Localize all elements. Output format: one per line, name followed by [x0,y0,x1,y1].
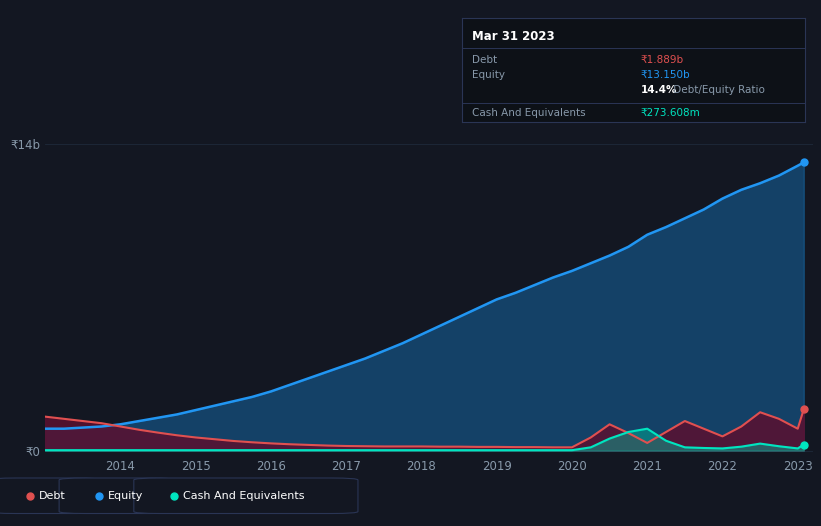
Text: Cash And Equivalents: Cash And Equivalents [472,108,586,118]
Text: 14.4%: 14.4% [640,85,677,95]
Text: Debt/Equity Ratio: Debt/Equity Ratio [669,85,764,95]
Text: Mar 31 2023: Mar 31 2023 [472,31,555,44]
Text: ₹13.150b: ₹13.150b [640,70,690,80]
Text: Debt: Debt [472,55,498,65]
FancyBboxPatch shape [59,478,177,513]
Text: ₹1.889b: ₹1.889b [640,55,684,65]
FancyBboxPatch shape [134,478,358,513]
FancyBboxPatch shape [0,478,102,513]
Text: Debt: Debt [39,491,66,501]
Text: ₹273.608m: ₹273.608m [640,108,700,118]
Text: Equity: Equity [472,70,505,80]
Text: Equity: Equity [108,491,144,501]
Text: Cash And Equivalents: Cash And Equivalents [183,491,305,501]
